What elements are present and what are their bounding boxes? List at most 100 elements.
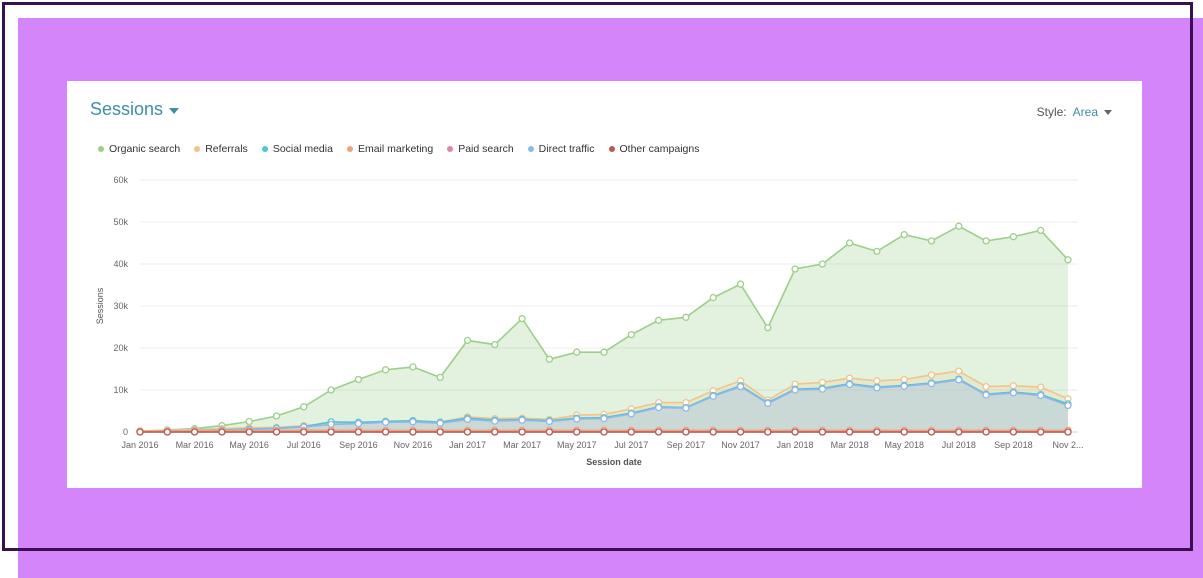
data-point [791,386,799,394]
data-point [300,428,308,436]
data-point [354,375,363,384]
data-point [300,403,308,411]
x-tick-label: Sep 2018 [994,440,1033,450]
data-point [381,366,390,374]
legend-label: Email marketing [357,143,434,155]
legend-dot-icon [98,146,104,152]
data-point [736,428,745,436]
legend-label: Direct traffic [538,143,595,155]
data-point [163,428,171,436]
data-point [818,378,827,387]
data-point [327,428,335,436]
data-point [1037,383,1045,391]
data-point [491,428,499,436]
data-point [545,428,554,436]
data-point [1064,428,1072,436]
data-point [764,324,772,332]
data-point [900,375,908,384]
data-point [682,404,690,412]
data-point [600,414,608,423]
data-point [873,247,881,256]
data-point [845,380,854,389]
data-point [1009,382,1018,390]
data-point [1037,391,1045,400]
style-value[interactable]: Area [1072,105,1098,119]
x-tick-label: Sep 2017 [667,440,706,450]
legend-label: Paid search [458,143,514,155]
data-point [818,428,827,436]
legend-label: Social media [272,143,333,155]
legend-item-paid[interactable]: Paid search [447,143,514,155]
x-tick-label: Mar 2016 [176,440,214,450]
style-selector[interactable]: Style: Area [1037,105,1112,119]
report-title-dropdown[interactable]: Sessions [90,99,180,120]
data-point [764,428,772,436]
data-point [573,428,581,436]
data-point [436,419,444,427]
data-point [1009,389,1018,397]
y-tick-label: 60k [113,175,128,185]
legend-dot-icon [527,146,534,152]
data-point [1009,233,1018,241]
legend-item-other[interactable]: Other campaigns [608,143,699,155]
legend-dot-icon [194,146,201,152]
data-point [736,280,745,288]
legend-dot-icon [608,146,615,152]
data-point [818,260,827,268]
legend-item-email[interactable]: Email marketing [346,143,434,155]
data-point [873,428,881,436]
x-tick-label: Jul 2018 [942,440,976,450]
x-tick-label: Nov 2017 [721,440,760,450]
data-point [654,403,663,412]
data-point [927,380,936,388]
data-point [1037,226,1045,235]
data-point [627,410,635,418]
legend-dot-icon [346,146,353,152]
data-point [245,428,253,436]
data-point [573,348,581,356]
data-point [463,336,472,345]
legend-item-organic[interactable]: Organic search [98,143,180,155]
chart-legend: Organic search Referrals Social media Em… [98,143,699,155]
data-point [791,428,799,436]
x-tick-label: Jan 2016 [121,440,158,450]
data-point [927,237,936,245]
y-tick-label: 0 [123,427,128,437]
data-point [982,237,990,245]
data-point [709,293,717,302]
chart-card: Sessions Style: Area Organic search Refe… [67,81,1142,488]
data-point [409,363,417,371]
data-point [545,417,554,426]
data-point [1009,428,1018,436]
legend-item-referrals[interactable]: Referrals [194,143,248,155]
data-point [573,415,581,423]
data-point [982,391,990,399]
data-point [436,428,444,436]
chevron-down-icon [1104,109,1112,115]
data-point [1037,428,1045,436]
data-point [491,340,499,349]
data-point [709,428,717,436]
data-point [545,355,554,363]
data-point [190,428,199,436]
data-point [791,265,799,273]
x-tick-label: Nov 2... [1052,440,1083,450]
data-point [600,348,608,356]
sessions-area-chart: 0 10k 20k 30k 40k 50k 60k Sessions Jan 2016 Mar 2… [95,175,1084,467]
x-tick-label: Jul 2017 [614,440,648,450]
legend-item-social[interactable]: Social media [261,143,333,155]
data-point [463,428,472,436]
data-point [900,428,908,436]
data-point [327,386,335,394]
legend-item-direct[interactable]: Direct traffic [527,143,595,155]
data-point [518,314,526,323]
data-point [736,382,745,391]
x-tick-label: May 2017 [557,440,597,450]
data-point [463,415,472,424]
series-area [140,379,1068,432]
caret-down-icon [169,107,180,114]
style-label: Style: [1036,105,1067,119]
data-point [654,316,663,324]
data-point [845,428,854,436]
y-axis-label: Sessions [95,287,105,324]
